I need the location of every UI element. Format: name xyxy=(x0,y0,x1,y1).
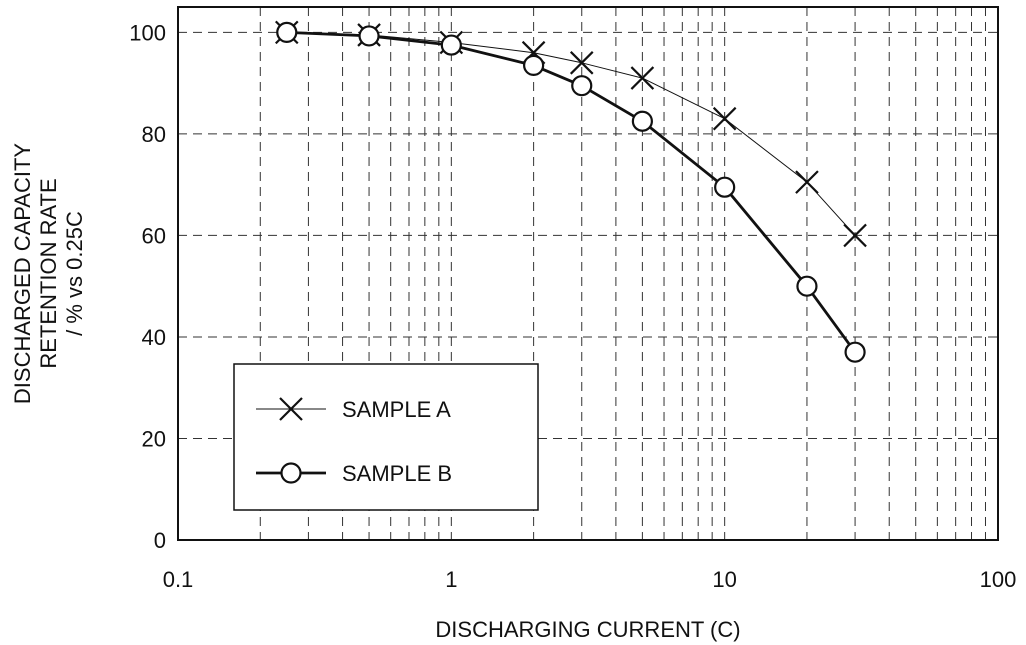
y-tick-label: 20 xyxy=(142,426,166,451)
legend-label: SAMPLE B xyxy=(342,461,452,486)
legend-box xyxy=(234,364,538,510)
y-axis-title-line: / % vs 0.25C xyxy=(62,211,87,336)
y-axis-title-line: DISCHARGED CAPACITY xyxy=(10,143,35,405)
y-tick-label: 40 xyxy=(142,325,166,350)
y-axis-title: DISCHARGED CAPACITYRETENTION RATE/ % vs … xyxy=(10,143,87,405)
data-point xyxy=(715,178,734,197)
data-point xyxy=(442,36,461,55)
x-tick-label: 0.1 xyxy=(163,567,194,592)
data-point xyxy=(633,112,652,131)
data-point xyxy=(844,224,866,246)
series-layer xyxy=(276,21,866,361)
data-point xyxy=(282,464,301,483)
x-tick-label: 10 xyxy=(712,567,736,592)
x-tick-label: 100 xyxy=(980,567,1017,592)
data-point xyxy=(846,343,865,362)
data-point xyxy=(797,277,816,296)
y-axis-title-line: RETENTION RATE xyxy=(36,178,61,368)
y-tick-label: 60 xyxy=(142,223,166,248)
series-line xyxy=(287,32,855,352)
data-point xyxy=(277,23,296,42)
x-axis-title: DISCHARGING CURRENT (C) xyxy=(435,617,740,642)
legend: SAMPLE A SAMPLE B xyxy=(234,364,538,510)
data-point xyxy=(360,26,379,45)
y-tick-label: 80 xyxy=(142,122,166,147)
y-tick-label: 100 xyxy=(129,20,166,45)
y-tick-label: 0 xyxy=(154,528,166,553)
legend-label: SAMPLE A xyxy=(342,397,451,422)
data-point xyxy=(524,56,543,75)
data-point xyxy=(714,108,736,130)
data-point xyxy=(572,76,591,95)
x-tick-label: 1 xyxy=(445,567,457,592)
